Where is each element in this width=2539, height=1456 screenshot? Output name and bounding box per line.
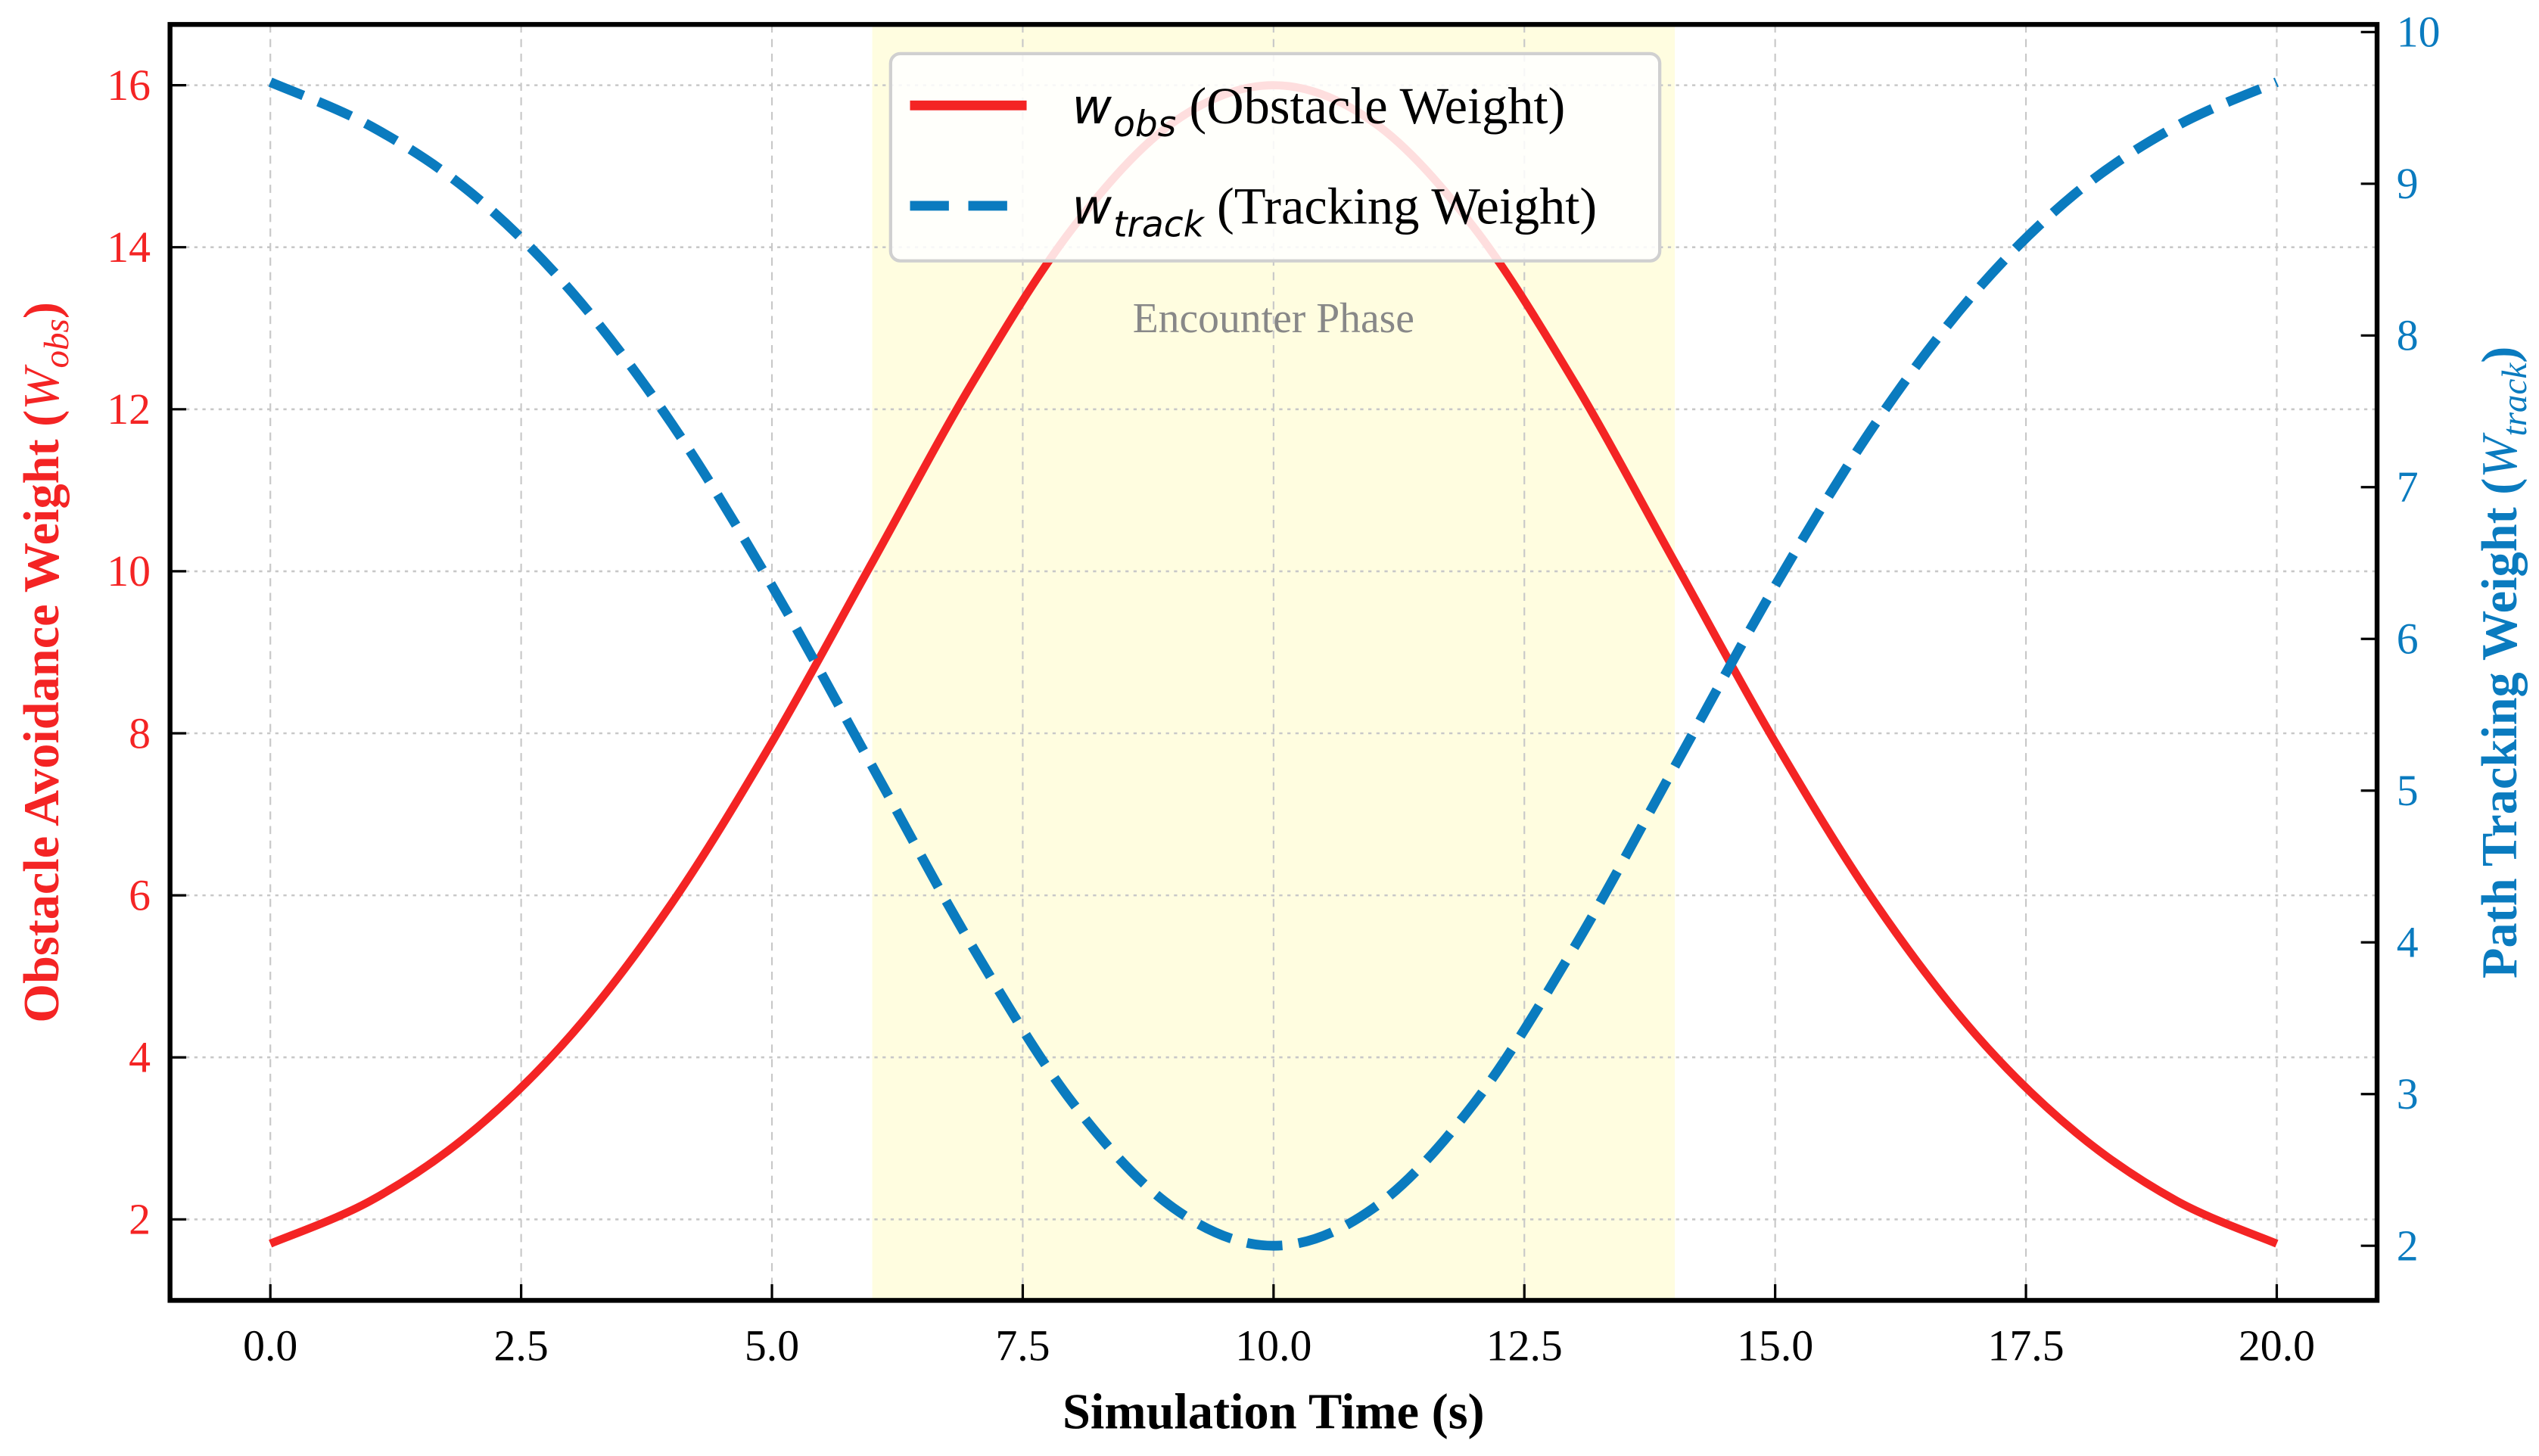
y-right-tick-label: 8 [2397,313,2419,360]
y-left-tick-label: 4 [129,1034,151,1081]
x-tick-label: 5.0 [745,1323,799,1370]
y-left-tick-label: 10 [107,548,151,596]
y-left-tick-label: 6 [129,872,151,919]
x-tick-label: 7.5 [995,1323,1050,1370]
y-left-tick-label: 8 [129,710,151,758]
y-right-tick-label: 4 [2397,919,2419,966]
x-tick-label: 17.5 [1988,1323,2064,1370]
y-label-suffix: ) [2472,347,2528,363]
y-right-tick-label: 10 [2397,9,2441,57]
legend-box [888,51,1662,263]
y-left-tick-label: 12 [107,386,151,434]
y-label-prefix: Path Tracking Weight ( [2472,478,2528,978]
y-right-tick-label: 9 [2397,160,2419,208]
legend-desc: (Tracking Weight) [1217,177,1597,235]
y-label-sym: W [14,364,70,410]
y-left-tick-label: 14 [107,224,151,272]
x-tick-label: 0.0 [243,1323,297,1370]
y-left-axis-label: Obstacle Avoidance Weight (Wobs) [14,302,76,1023]
y-right-tick-label: 5 [2397,767,2419,815]
x-axis-label: Simulation Time (s) [1063,1384,1485,1439]
y-right-axis-label: Path Tracking Weight (Wtrack) [2472,347,2534,978]
x-tick-label: 10.0 [1235,1323,1312,1370]
y-right-tick-label: 2 [2397,1222,2419,1270]
legend-sym: w [1072,79,1112,135]
legend-sym: w [1072,179,1112,235]
y-label-prefix: Obstacle Avoidance Weight ( [14,410,70,1023]
y-label-suffix: ) [14,302,70,319]
x-tick-label: 12.5 [1486,1323,1563,1370]
legend-sub: track [1113,204,1206,246]
x-tick-label: 15.0 [1737,1323,1813,1370]
y-right-tick-label: 7 [2397,464,2419,512]
y-label-sym: W [2472,432,2528,478]
plot-frame [167,22,2380,1303]
y-label-sub: obs [37,319,76,368]
x-tick-label: 20.0 [2239,1323,2315,1370]
y-left-tick-label: 16 [107,62,151,110]
legend-desc: (Obstacle Weight) [1189,77,1565,135]
y-left-tick-label: 2 [129,1196,151,1244]
y-right-tick-label: 3 [2397,1071,2419,1118]
x-tick-label: 2.5 [494,1323,549,1370]
legend-label-tracking: wtrack (Tracking Weight) [1072,177,1597,245]
legend-sub: obs [1113,104,1176,145]
y-right-tick-label: 6 [2397,616,2419,664]
y-label-sub: track [2495,362,2534,437]
tracking-weight-line [268,77,2279,1251]
legend-label-obstacle: wobs (Obstacle Weight) [1072,77,1565,145]
